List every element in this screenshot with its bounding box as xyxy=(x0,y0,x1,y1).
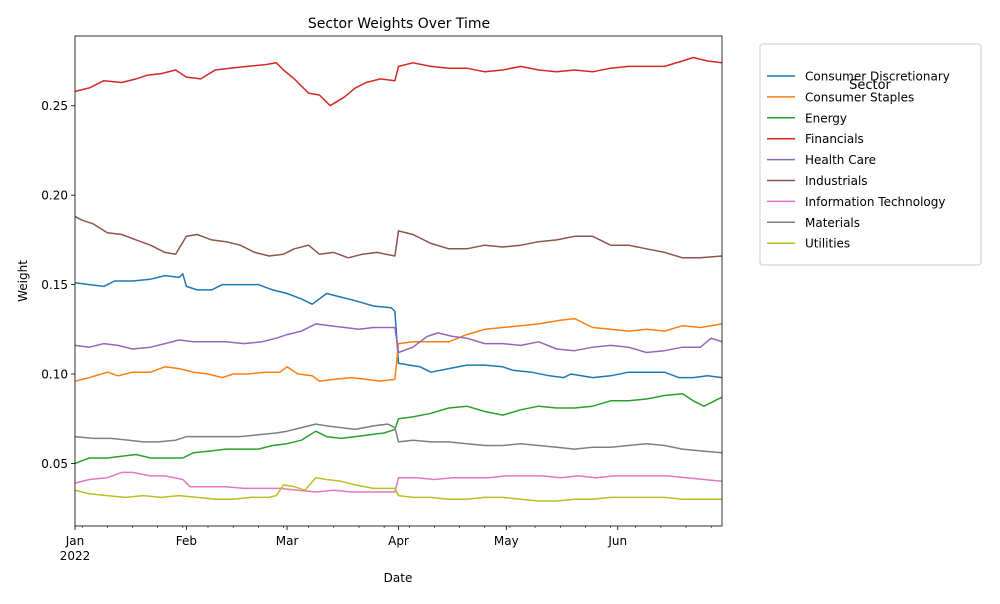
y-axis-label: Weight xyxy=(16,260,30,302)
y-tick-label: 0.20 xyxy=(41,189,68,203)
legend: Sector Consumer Discretionary Consumer St… xyxy=(759,43,982,266)
series-line xyxy=(75,317,722,382)
series-line xyxy=(75,56,722,107)
legend-label: Consumer Staples xyxy=(805,90,914,104)
series-layer xyxy=(75,56,722,502)
legend-label: Utilities xyxy=(805,237,850,251)
x-tick-label: Feb xyxy=(176,534,197,548)
series-line xyxy=(75,323,722,354)
y-tick-label: 0.10 xyxy=(41,367,68,381)
legend-box xyxy=(759,43,982,266)
legend-title: Sector xyxy=(849,78,891,93)
legend-label: Health Care xyxy=(805,153,876,167)
legend-label: Energy xyxy=(805,111,847,125)
x-tick-label: Jan xyxy=(65,534,85,548)
series-line xyxy=(75,392,722,465)
x-tick-label: Apr xyxy=(388,534,409,548)
y-tick-label: 0.15 xyxy=(41,278,68,292)
series-line xyxy=(75,273,722,379)
legend-label: Industrials xyxy=(805,174,868,188)
x-axis-label: Date xyxy=(384,571,413,585)
legend-items: Consumer Discretionary Consumer Staples En… xyxy=(767,70,950,251)
y-axis: 0.05 0.10 0.15 0.20 0.25 xyxy=(41,99,75,471)
series-line xyxy=(75,423,722,454)
x-tick-sublabel: 2022 xyxy=(60,549,91,563)
legend-label: Financials xyxy=(805,132,864,146)
y-tick-label: 0.25 xyxy=(41,99,68,113)
legend-label: Information Technology xyxy=(805,195,946,209)
x-tick-label: Mar xyxy=(276,534,299,548)
series-line xyxy=(75,215,722,259)
chart-title: Sector Weights Over Time xyxy=(308,16,490,32)
plot-area xyxy=(74,35,723,527)
x-tick-label: May xyxy=(494,534,519,548)
series-line xyxy=(75,476,722,502)
x-tick-label: Jun xyxy=(607,534,627,548)
legend-label: Consumer Discretionary xyxy=(805,70,950,84)
series-line xyxy=(75,471,722,493)
legend-label: Materials xyxy=(805,216,860,230)
y-tick-label: 0.05 xyxy=(41,457,68,471)
